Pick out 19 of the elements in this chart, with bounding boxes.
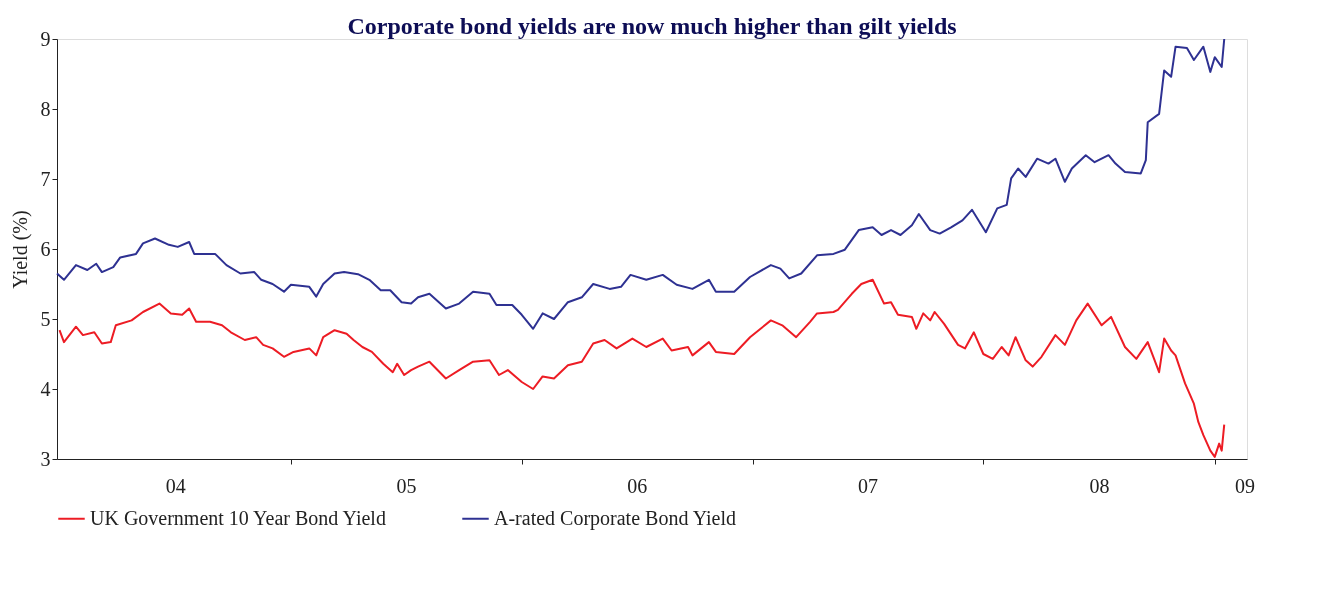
y-tick-label: 3 bbox=[40, 447, 51, 470]
y-tick-label: 6 bbox=[40, 237, 51, 260]
chart-title: Corporate bond yields are now much higher than gilt yields bbox=[347, 13, 957, 39]
y-tick-label: 9 bbox=[40, 27, 51, 50]
x-tick-label: 06 bbox=[627, 474, 648, 497]
y-tick-label: 5 bbox=[40, 307, 51, 330]
x-tick-label: 05 bbox=[396, 474, 417, 497]
line-series bbox=[58, 278, 1226, 458]
y-tick-label: 7 bbox=[40, 167, 51, 190]
y-tick-label: 4 bbox=[40, 377, 51, 400]
x-tick-label: 07 bbox=[858, 474, 879, 497]
x-tick-label: 09 bbox=[1234, 474, 1255, 497]
line-series bbox=[56, 38, 1226, 330]
legend-label: UK Government 10 Year Bond Yield bbox=[90, 506, 386, 529]
legend-label: A-rated Corporate Bond Yield bbox=[494, 506, 736, 530]
x-tick-label: 04 bbox=[165, 474, 186, 497]
y-axis-title: Yield (%) bbox=[8, 210, 32, 289]
x-tick-label: 08 bbox=[1089, 474, 1110, 497]
y-tick-label: 8 bbox=[40, 97, 51, 120]
